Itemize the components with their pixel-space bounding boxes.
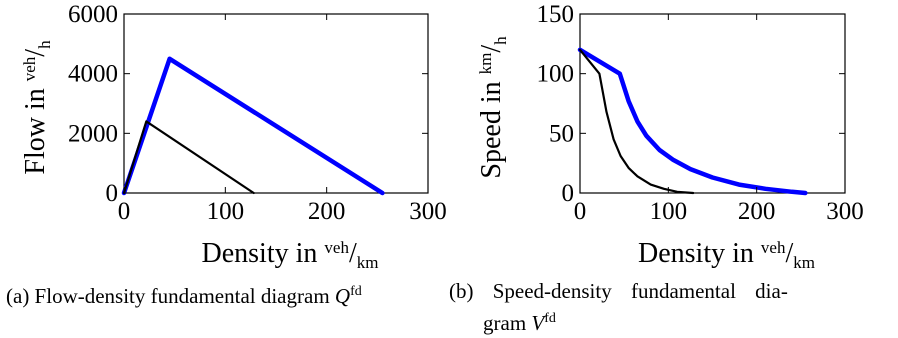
y-tick-label: 0: [562, 180, 575, 207]
x-unit-slash: /: [349, 238, 357, 269]
caption-b-line2-text: gram: [483, 311, 527, 335]
x-tick-label: 0: [574, 198, 587, 225]
y-unit-slash: /: [476, 45, 507, 53]
y-tick-label: 4000: [68, 61, 118, 88]
x-unit-slash: /: [785, 238, 793, 269]
y-axis-label-text: Flow in: [20, 81, 51, 174]
caption-a-label: (a) Flow-density fundamental diagram: [6, 284, 330, 308]
y-tick-label: 50: [549, 120, 574, 147]
y-tick-label: 2000: [68, 120, 118, 147]
y-unit-numerator: veh: [20, 56, 39, 81]
y-tick-label: 0: [106, 180, 119, 207]
x-unit-denominator: km: [357, 253, 379, 272]
x-unit-numerator: veh: [761, 238, 786, 257]
series-line-0: [577, 47, 808, 196]
x-axis-label-text: Density in: [202, 238, 325, 269]
y-tick-label: 6000: [68, 1, 118, 28]
x-axis-label-text: Density in: [638, 238, 761, 269]
x-tick-label: 100: [207, 198, 245, 225]
y-unit-slash: /: [20, 49, 51, 57]
x-axis-label: Density in veh/km: [638, 238, 815, 272]
x-tick-label: 0: [118, 198, 131, 225]
caption-a-superscript: fd: [350, 284, 362, 299]
plot-area-frame: [579, 13, 846, 194]
caption-b-line1: (b) Speed-density fundamental dia-: [449, 279, 788, 303]
caption-a: (a) Flow-density fundamental diagram Qfd: [6, 278, 362, 310]
y-unit-denominator: h: [491, 36, 510, 45]
y-unit-numerator: km: [476, 53, 495, 75]
y-axis-label: Speed in km/h: [476, 36, 510, 179]
y-axis-label: Flow in veh/h: [20, 40, 54, 175]
caption-a-symbol: Q: [334, 284, 351, 308]
y-unit-denominator: h: [35, 40, 54, 49]
x-tick-label: 100: [650, 198, 688, 225]
caption-b: (b) Speed-density fundamental dia- gram …: [449, 278, 788, 337]
x-tick-label: 200: [308, 198, 346, 225]
series-line-0: [121, 56, 385, 196]
x-tick-label: 300: [409, 198, 447, 225]
x-tick-label: 300: [826, 198, 864, 225]
x-unit-denominator: km: [793, 253, 815, 272]
caption-b-superscript: fd: [544, 311, 556, 326]
y-tick-label: 100: [537, 61, 575, 88]
plot-area-frame: [123, 13, 429, 194]
series-line-1: [122, 120, 255, 195]
y-axis-label-text: Speed in: [476, 74, 507, 178]
caption-b-line2: gram Vfd: [449, 305, 788, 337]
caption-b-symbol: V: [531, 311, 545, 335]
x-axis-label: Density in veh/km: [202, 238, 379, 272]
x-tick-label: 200: [738, 198, 776, 225]
y-tick-label: 150: [537, 1, 575, 28]
x-unit-numerator: veh: [324, 238, 349, 257]
